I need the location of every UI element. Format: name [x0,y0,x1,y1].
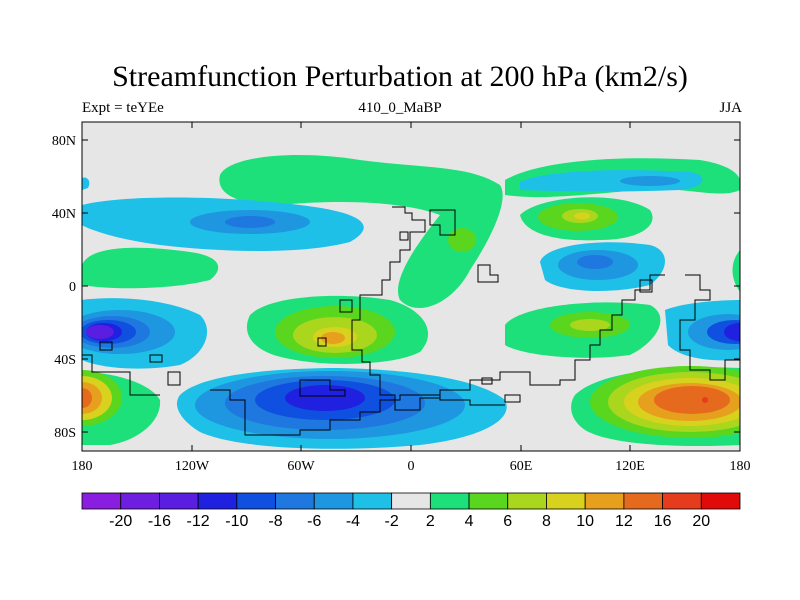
colorbar-swatch [546,492,586,510]
lon-label-60e: 60E [510,459,533,474]
lon-label-180w: 180 [72,459,93,474]
colorbar-swatch [391,492,431,510]
colorbar-swatch [197,492,238,510]
colorbar-swatch [700,492,741,510]
colorbar-label: 8 [542,513,551,530]
colorbar-swatch [468,492,509,510]
lat-label-80n: 80N [52,134,76,149]
colorbar-swatch [507,492,547,510]
colorbar-swatch [429,492,470,510]
colorbar-swatch [584,492,625,510]
lon-label-0: 0 [408,459,415,474]
colorbar-label: -12 [187,513,210,530]
anomaly-south-subtropics [82,295,740,369]
lat-label-40n: 40N [52,207,76,222]
colorbar-label: 12 [615,513,633,530]
colorbar-label: 20 [692,513,710,530]
colorbar-swatch [159,492,199,510]
anomaly-south-polar [82,366,740,449]
lat-label-40s: 40S [54,353,76,368]
colorbar-label: -4 [346,513,360,530]
streamfunction-field [82,122,740,451]
colorbar-label: 10 [576,513,594,530]
colorbar-label: 4 [465,513,474,530]
colorbar-labels: -20 -16 -12 -10 -8 -6 -4 -2 2 4 6 8 10 12 16 20 [109,513,710,530]
colorbar-label: -8 [268,513,282,530]
colorbar-label: -2 [385,513,399,530]
run-label: 410_0_MaBP [358,100,442,116]
colorbar-swatch [275,492,315,510]
lon-label-120e: 120E [615,459,645,474]
lat-label-80s: 80S [54,426,76,441]
plot-title: Streamfunction Perturbation at 200 hPa (… [112,60,688,93]
colorbar-label: 2 [426,513,435,530]
colorbar-swatch [662,492,702,510]
coastlines [82,206,740,436]
colorbar-swatch [81,492,122,510]
colorbar-swatch [236,492,276,510]
colorbar-label: 16 [654,513,672,530]
colorbar-label: -6 [307,513,321,530]
colorbar-swatch [313,492,354,510]
lon-label-60w: 60W [287,459,315,474]
colorbar [81,492,741,510]
colorbar-label: 6 [503,513,512,530]
colorbar-label: -10 [225,513,248,530]
colorbar-label: -16 [148,513,171,530]
lon-label-120w: 120W [175,459,210,474]
lon-label-180e: 180 [730,459,751,474]
lat-label-0: 0 [69,280,76,295]
colorbar-label: -20 [109,513,132,530]
negative-anomaly-north [82,170,703,292]
axis-tick-marks [81,122,741,451]
colorbar-swatch [623,492,663,510]
longitude-labels: 180 120W 60W 0 60E 120E 180 [72,459,751,474]
season-label: JJA [719,100,742,116]
colorbar-swatch [352,492,393,510]
experiment-label: Expt = teYEe [82,100,164,116]
latitude-labels: 80N 40N 0 40S 80S [52,134,76,441]
colorbar-swatch [120,492,160,510]
